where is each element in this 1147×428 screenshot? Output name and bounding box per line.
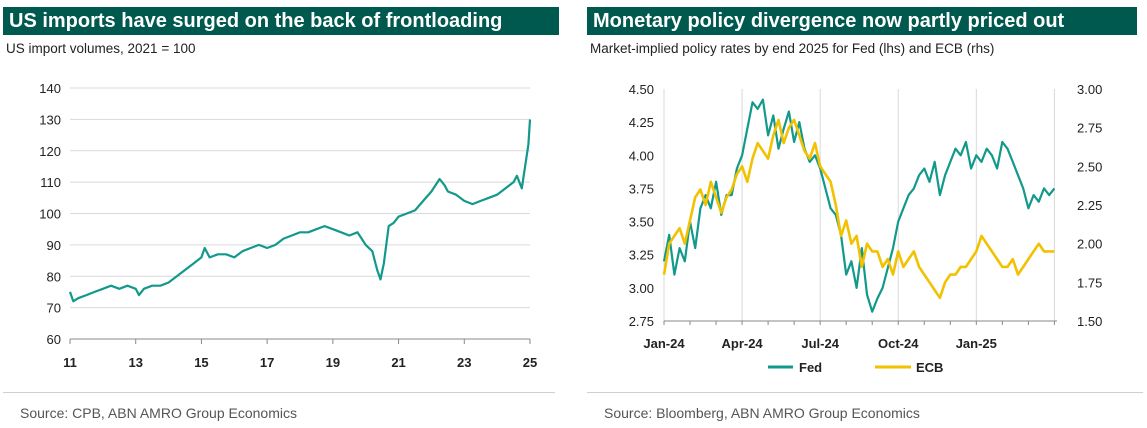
x-tick-label: Jan-24: [643, 336, 685, 351]
y-tick-label: 90: [47, 238, 61, 253]
left-chart-subtitle: US import volumes, 2021 = 100: [6, 41, 196, 56]
y-tick-label: 100: [39, 207, 61, 222]
y-right-tick-label: 2.00: [1077, 237, 1102, 252]
y-left-tick-label: 3.00: [629, 281, 654, 296]
y-left-tick-label: 3.50: [629, 215, 654, 230]
right-chart: Jan-24 Apr-24 Jul-24 Oct-24 Jan-25 2.75 3.00 3.…: [629, 82, 1103, 375]
right-chart-panel: Monetary policy divergence now partly pr…: [587, 0, 1147, 428]
legend-label-fed: Fed: [799, 360, 822, 375]
x-tick-label: 25: [523, 355, 537, 370]
x-tick-label: 15: [194, 355, 208, 370]
right-source-note: Source: Bloomberg, ABN AMRO Group Econom…: [604, 405, 920, 421]
left-chart-panel: US imports have surged on the back of fr…: [0, 0, 560, 428]
x-tick-label: 21: [391, 355, 405, 370]
right-source-divider: [587, 392, 1143, 393]
y-left-tick-label: 2.75: [629, 314, 654, 329]
y-left-tick-label: 3.25: [629, 248, 654, 263]
series-line-us-imports: [68, 119, 532, 303]
left-chart-title: US imports have surged on the back of fr…: [3, 7, 559, 35]
right-chart-title: Monetary policy divergence now partly pr…: [587, 7, 1137, 35]
x-tick-label: 17: [260, 355, 274, 370]
x-tick-label: Apr-24: [721, 336, 763, 351]
left-chart: 60 70 80 90 100 110 120 130 140 11 13 15 17 19 21 23 25: [39, 81, 537, 370]
series-line-ecb: [662, 118, 1055, 300]
y-right-tick-label: 3.00: [1077, 82, 1102, 97]
y-tick-label: 120: [39, 144, 61, 159]
x-tick-label: Jan-25: [956, 336, 997, 351]
y-right-tick-label: 2.25: [1077, 198, 1102, 213]
y-left-tick-label: 4.00: [629, 148, 654, 163]
x-tick-label: Jul-24: [801, 336, 839, 351]
y-tick-label: 130: [39, 112, 61, 127]
y-left-tick-label: 4.25: [629, 115, 654, 130]
y-tick-label: 70: [47, 301, 61, 316]
x-tick-label: Oct-24: [878, 336, 919, 351]
y-tick-label: 140: [39, 81, 61, 96]
y-tick-label: 110: [40, 175, 61, 190]
y-left-tick-label: 3.75: [629, 181, 654, 196]
y-tick-label: 60: [47, 332, 61, 347]
y-right-tick-label: 1.75: [1077, 275, 1102, 290]
y-right-tick-label: 1.50: [1077, 314, 1102, 329]
x-tick-label: 13: [128, 355, 142, 370]
x-tick-label: 23: [457, 355, 471, 370]
x-tick-label: 19: [326, 355, 340, 370]
legend-label-ecb: ECB: [916, 360, 943, 375]
left-source-note: Source: CPB, ABN AMRO Group Economics: [20, 405, 297, 421]
left-source-divider: [3, 392, 555, 393]
y-right-tick-label: 2.50: [1077, 159, 1102, 174]
y-right-tick-label: 2.75: [1077, 121, 1102, 136]
right-chart-subtitle: Market-implied policy rates by end 2025 …: [590, 41, 995, 56]
y-left-tick-label: 4.50: [629, 82, 654, 97]
y-tick-label: 80: [47, 269, 61, 284]
x-tick-label: 11: [63, 355, 77, 370]
